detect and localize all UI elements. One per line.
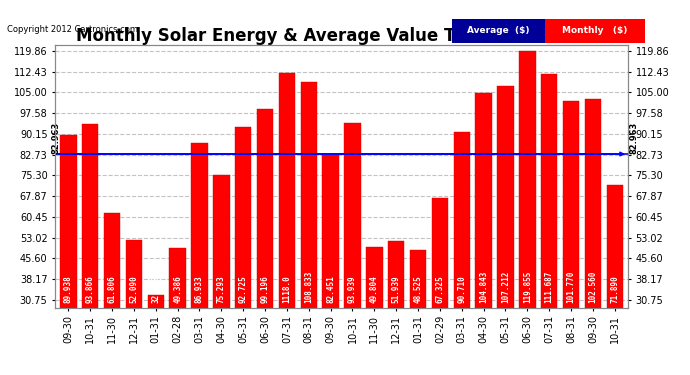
Text: 82.963: 82.963 (51, 122, 60, 154)
Text: 49.386: 49.386 (173, 276, 182, 303)
Bar (257, 109, 273, 375)
Bar (388, 241, 404, 375)
Bar (432, 198, 448, 375)
Bar (191, 143, 208, 375)
Bar (126, 240, 142, 375)
Bar (104, 213, 120, 375)
Bar (344, 123, 361, 375)
Bar (607, 185, 623, 375)
Text: 52.090: 52.090 (130, 276, 139, 303)
Text: 104.843: 104.843 (479, 271, 488, 303)
Text: 89.938: 89.938 (63, 276, 73, 303)
Bar (366, 247, 382, 375)
Text: 67.325: 67.325 (435, 276, 444, 303)
Text: 71.890: 71.890 (610, 276, 620, 303)
Bar (453, 132, 470, 375)
Text: 92.725: 92.725 (239, 276, 248, 303)
Bar (563, 102, 580, 375)
Text: 90.710: 90.710 (457, 276, 466, 303)
Text: 108.833: 108.833 (304, 271, 313, 303)
Text: 119.855: 119.855 (523, 271, 532, 303)
Text: 107.212: 107.212 (501, 271, 510, 303)
Bar (60, 135, 77, 375)
Bar (541, 74, 558, 375)
Bar (410, 250, 426, 375)
Bar (519, 51, 535, 375)
Text: 49.804: 49.804 (370, 276, 379, 303)
Bar (170, 248, 186, 375)
Bar (475, 93, 492, 375)
Text: 48.525: 48.525 (413, 276, 422, 303)
Bar (213, 176, 230, 375)
Text: 1118.0: 1118.0 (282, 276, 291, 303)
Bar (235, 127, 251, 375)
Text: 61.806: 61.806 (108, 276, 117, 303)
Bar (322, 156, 339, 375)
Bar (584, 99, 601, 375)
Bar (301, 82, 317, 375)
Text: 93.939: 93.939 (348, 276, 357, 303)
Bar (497, 86, 513, 375)
Text: Average  ($): Average ($) (467, 26, 530, 36)
Text: 101.770: 101.770 (566, 271, 575, 303)
Text: Monthly   ($): Monthly ($) (562, 26, 628, 36)
Text: 82.451: 82.451 (326, 276, 335, 303)
Text: 102.560: 102.560 (589, 271, 598, 303)
Bar (82, 124, 99, 375)
Text: 99.196: 99.196 (261, 276, 270, 303)
Text: 51.939: 51.939 (392, 276, 401, 303)
Text: Copyright 2012 Cartronics.com: Copyright 2012 Cartronics.com (7, 25, 138, 34)
Bar (148, 295, 164, 375)
Bar (279, 74, 295, 375)
Text: 32.493: 32.493 (151, 276, 160, 303)
Text: 82.963: 82.963 (629, 122, 638, 154)
Text: 93.866: 93.866 (86, 276, 95, 303)
Text: 86.933: 86.933 (195, 276, 204, 303)
Text: 111.687: 111.687 (544, 271, 553, 303)
Text: 75.293: 75.293 (217, 276, 226, 303)
Title: Monthly Solar Energy & Average Value Tue Nov 27 07:00: Monthly Solar Energy & Average Value Tue… (77, 27, 607, 45)
